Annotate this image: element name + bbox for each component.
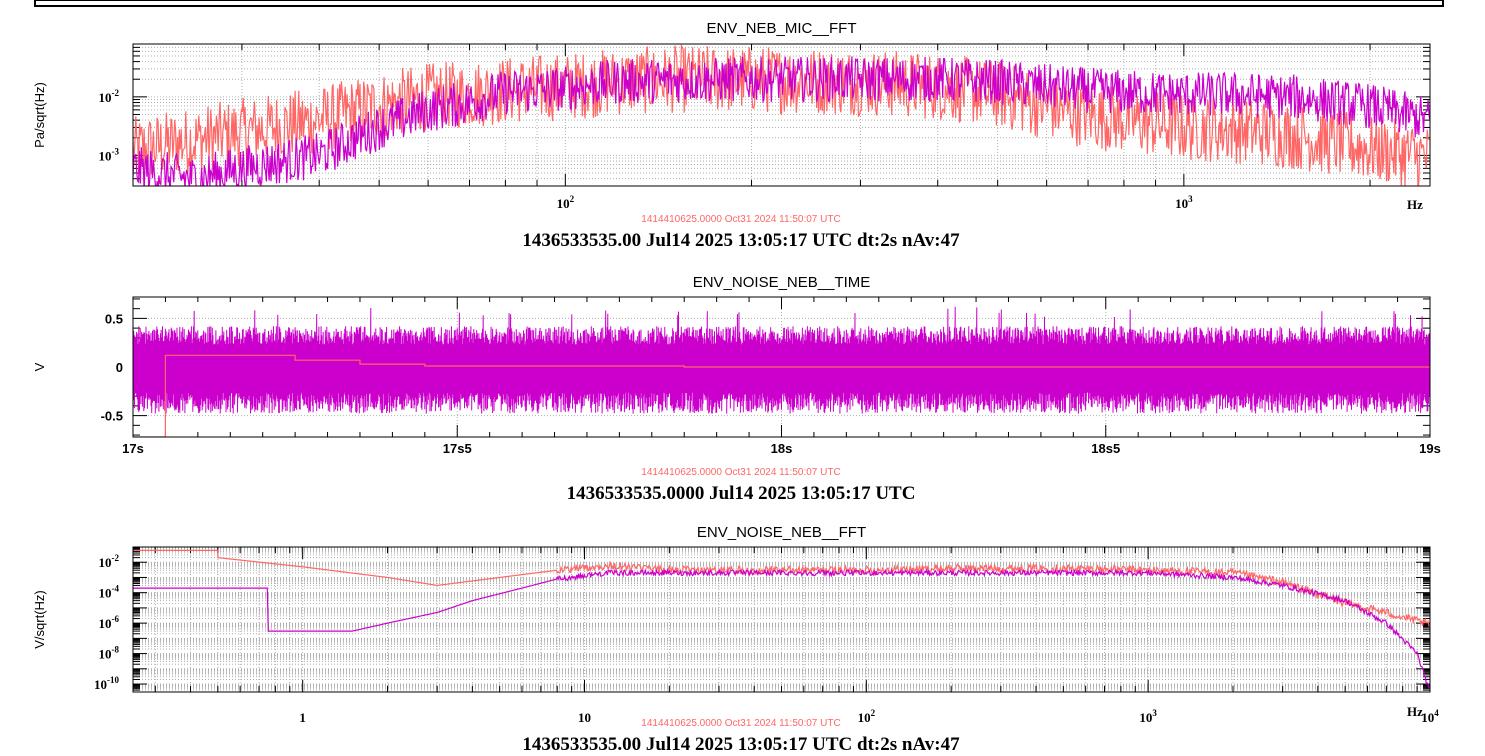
plot-area bbox=[133, 549, 1430, 690]
x-tick-label: 102 bbox=[858, 708, 876, 725]
y-tick-label: 10-10 bbox=[94, 675, 119, 692]
x-tick-label: 102 bbox=[557, 194, 575, 211]
x-tick-label: 17s bbox=[122, 441, 144, 456]
y-tick-label: -0.5 bbox=[101, 409, 123, 424]
series-current bbox=[133, 56, 1430, 186]
panel-1: 102 103 10-2 10-3 ENV_NEB_MIC__FFT Pa/sqrt(Hz… bbox=[32, 20, 1431, 251]
panel-2: 17s 17s5 18s 18s5 19s 0.5 0 -0.5 ENV_NOISE_NEB__… bbox=[32, 274, 1441, 504]
x-axis-label: Hz bbox=[1407, 704, 1423, 719]
y-tick-label: 10-2 bbox=[99, 88, 120, 105]
y-tick-label: 10-8 bbox=[99, 645, 120, 662]
panel-title: ENV_NOISE_NEB__TIME bbox=[693, 274, 871, 291]
series-reference bbox=[133, 354, 1430, 437]
panel-title: ENV_NEB_MIC__FFT bbox=[706, 20, 856, 37]
y-tick-label: 0.5 bbox=[105, 311, 123, 326]
y-tick-label: 0 bbox=[116, 360, 123, 375]
plot-frame bbox=[132, 546, 1431, 693]
reference-timestamp: 1414410625.0000 Oct31 2024 11:50:07 UTC bbox=[641, 214, 840, 225]
series-current bbox=[133, 306, 1430, 414]
x-tick-label: 103 bbox=[1139, 708, 1157, 725]
x-axis-label: Hz bbox=[1407, 197, 1423, 212]
series-current bbox=[133, 567, 1430, 690]
x-tick-label: 19s bbox=[1419, 441, 1441, 456]
top-frame bbox=[34, 0, 1444, 7]
plot-frame bbox=[132, 296, 1431, 438]
y-axis-label: Pa/sqrt(Hz) bbox=[32, 82, 47, 148]
panel-3: 1 10 102 103 104 10-2 10-4 10-6 10-8 10-10 ENV_NOI… bbox=[32, 524, 1439, 755]
panel-title: ENV_NOISE_NEB__FFT bbox=[697, 524, 866, 541]
measurement-timestamp: 1436533535.00 Jul14 2025 13:05:17 UTC dt… bbox=[522, 734, 960, 755]
y-tick-label: 10-2 bbox=[99, 553, 120, 570]
x-tick-label: 18s bbox=[771, 441, 793, 456]
reference-timestamp: 1414410625.0000 Oct31 2024 11:50:07 UTC bbox=[641, 467, 840, 478]
x-tick-label: 103 bbox=[1175, 194, 1193, 211]
reference-timestamp: 1414410625.0000 Oct31 2024 11:50:07 UTC bbox=[641, 718, 840, 729]
measurement-timestamp: 1436533535.0000 Jul14 2025 13:05:17 UTC bbox=[567, 483, 916, 504]
y-tick-label: 10-4 bbox=[99, 584, 120, 601]
x-tick-label: 10 bbox=[578, 710, 591, 725]
x-tick-label: 104 bbox=[1421, 708, 1439, 725]
series-reference bbox=[133, 44, 1430, 186]
measurement-timestamp: 1436533535.00 Jul14 2025 13:05:17 UTC dt… bbox=[522, 230, 960, 251]
x-tick-label: 17s5 bbox=[443, 441, 472, 456]
plot-area bbox=[133, 44, 1430, 186]
y-tick-label: 10-3 bbox=[99, 146, 120, 163]
plot-frame bbox=[132, 43, 1431, 187]
x-tick-label: 1 bbox=[299, 710, 306, 725]
y-axis-label: V bbox=[32, 362, 47, 371]
x-tick-label: 18s5 bbox=[1091, 441, 1120, 456]
grid bbox=[133, 546, 1431, 693]
y-axis-label: V/sqrt(Hz) bbox=[32, 590, 47, 649]
plot-area bbox=[133, 306, 1430, 437]
y-minor-ticks bbox=[133, 546, 1430, 693]
y-tick-label: 10-6 bbox=[99, 614, 120, 631]
